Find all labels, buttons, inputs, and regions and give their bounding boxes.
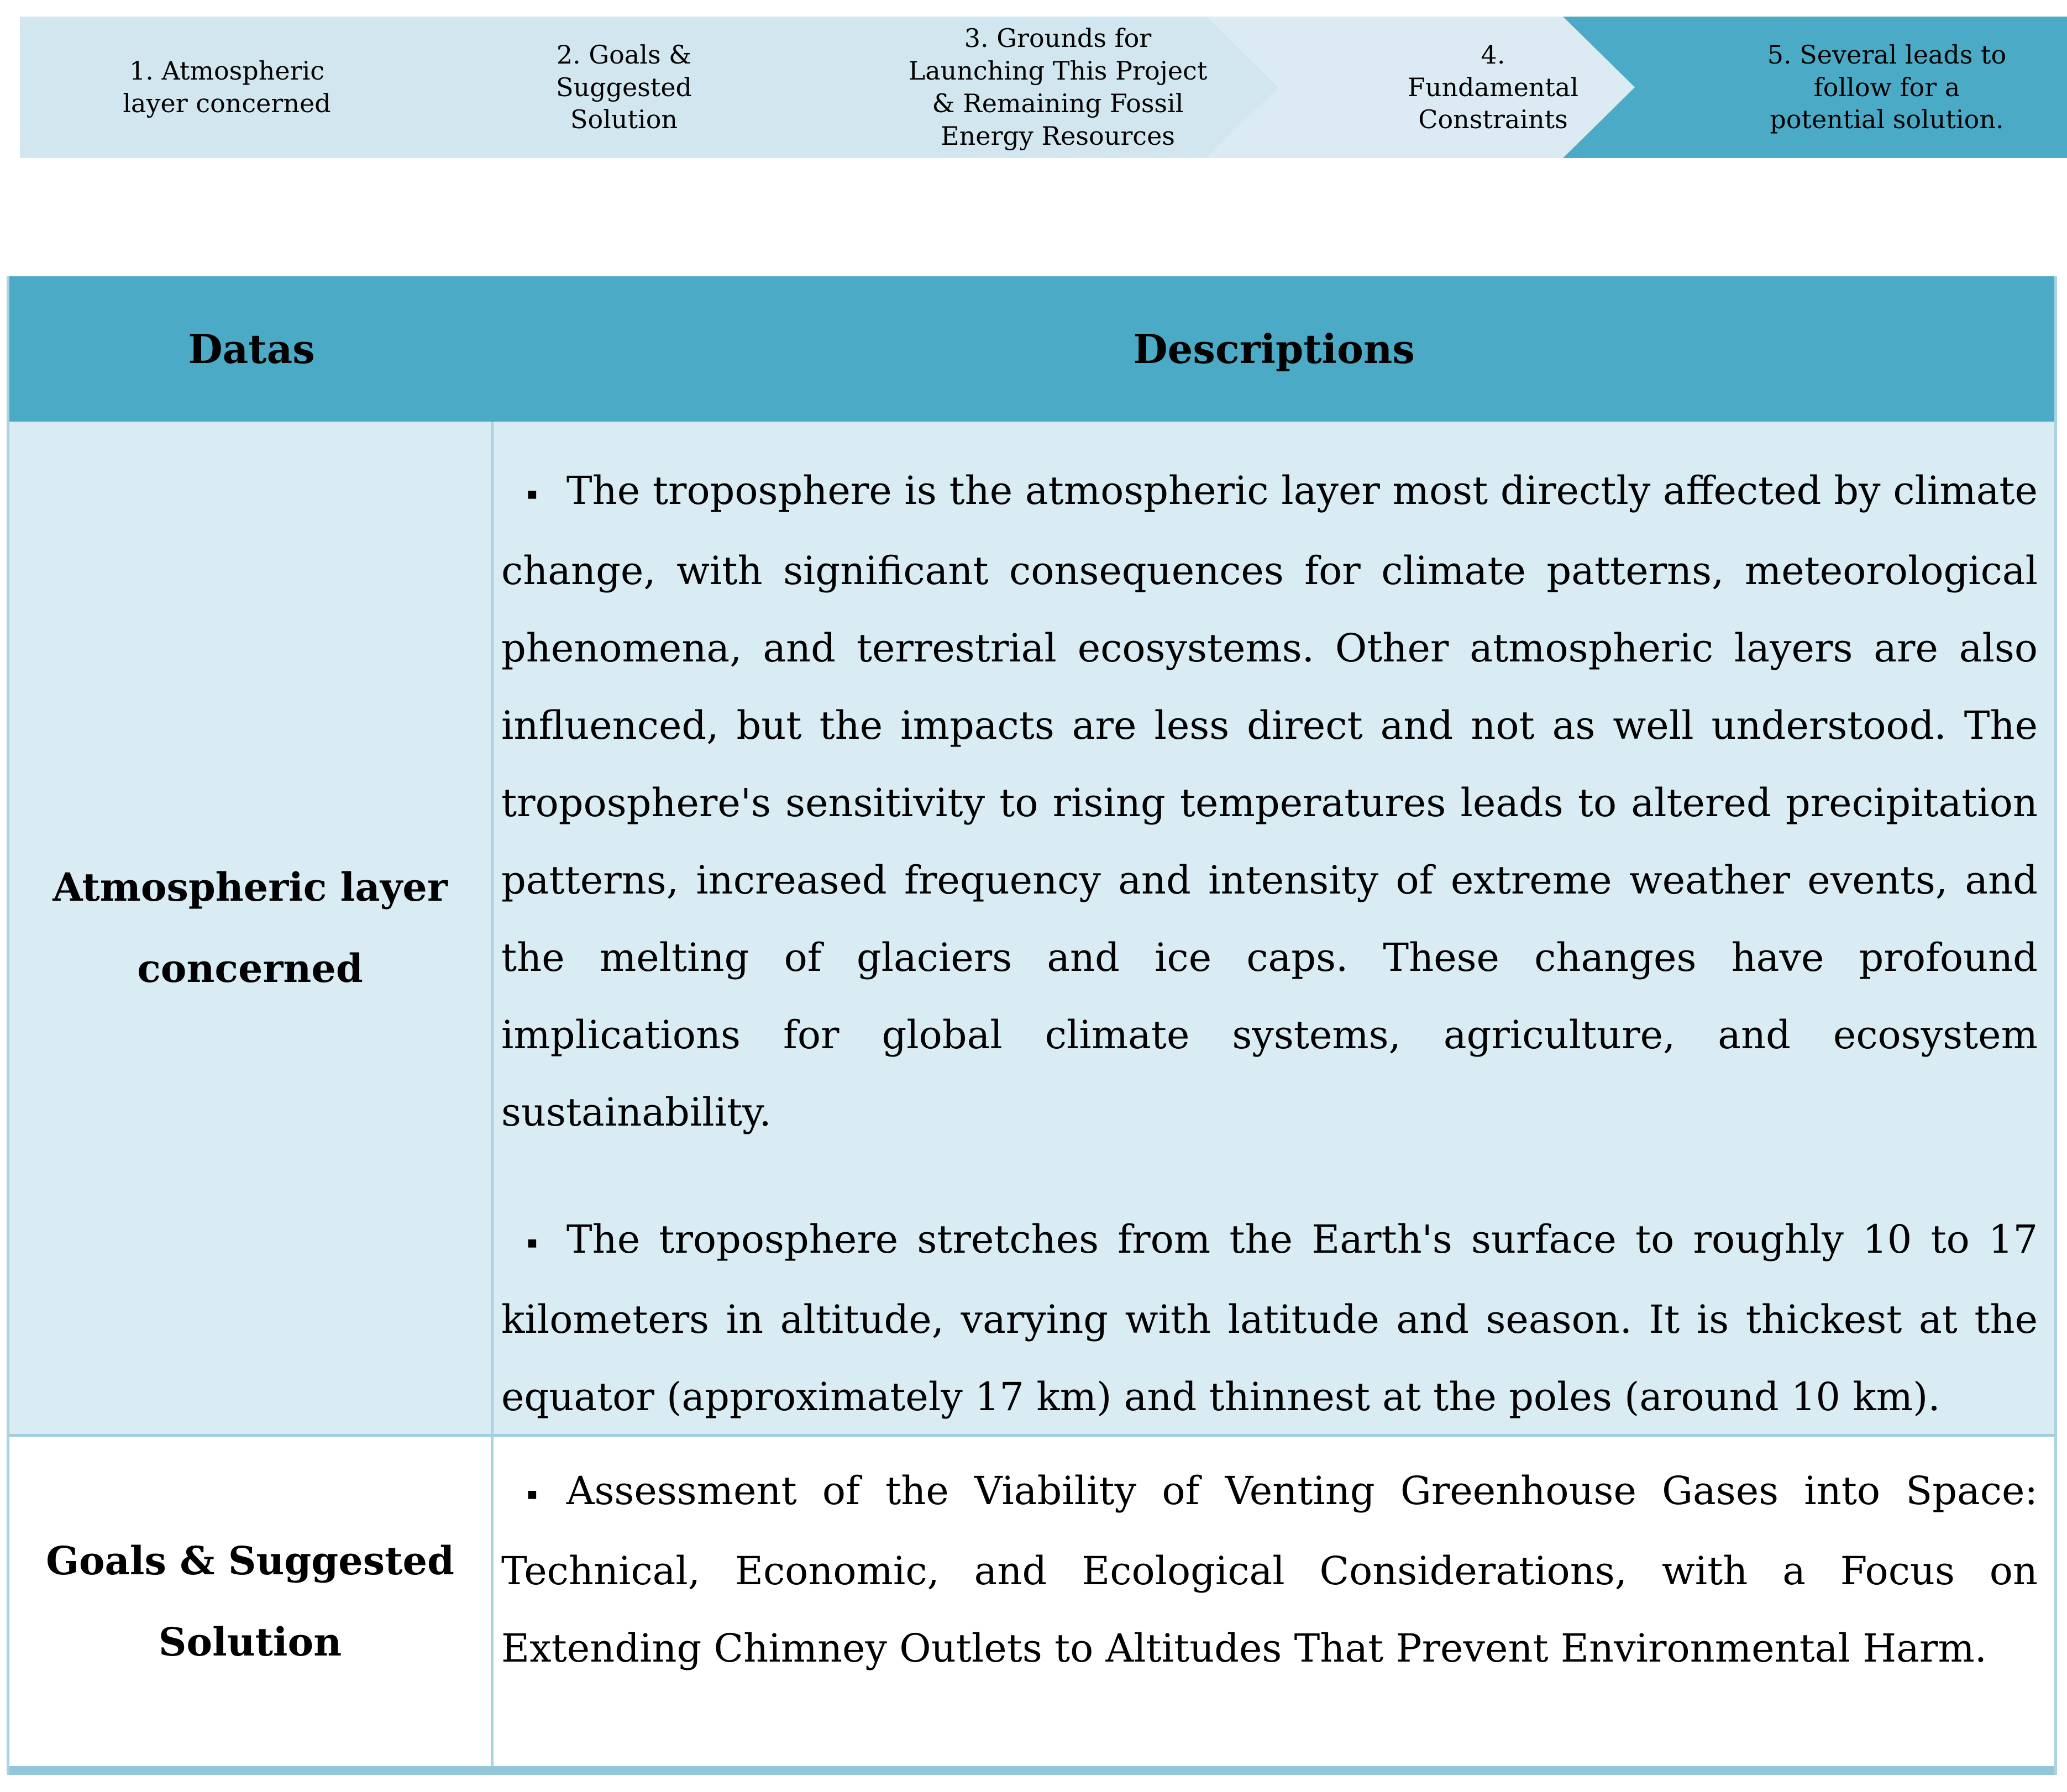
data-table: Datas Descriptions Atmospheric layer con… — [7, 276, 2057, 1775]
flow-step-1-label: 1. Atmospheric layer concerned — [123, 56, 331, 118]
description-paragraph: ▪ Assessment of the Viability of Venting … — [501, 1452, 2038, 1687]
header-cell-datas: Datas — [9, 276, 494, 422]
flow-step-2-label: 2. Goals & Suggested Solution — [555, 39, 692, 135]
description-paragraph: ▪ The troposphere is the atmospheric laye… — [501, 452, 2038, 1151]
row2-data-cell: Goals & Suggested Solution — [9, 1437, 494, 1766]
description-paragraph: ▪ The troposphere stretches from the Eart… — [501, 1201, 2038, 1436]
bullet-square-icon: ▪ — [527, 1484, 538, 1504]
header-cell-descriptions: Descriptions — [494, 276, 2054, 422]
flow-step-5: 5. Several leads to follow for a potenti… — [1563, 17, 2067, 158]
header-datas-label: Datas — [188, 325, 315, 372]
bullet-square-icon: ▪ — [527, 484, 538, 503]
bullet-square-icon: ▪ — [527, 1233, 538, 1252]
table-bottom-border — [9, 1766, 2054, 1775]
flow-step-4-label: 4. Fundamental Constraints — [1407, 39, 1579, 135]
description-text: Assessment of the Viability of Venting G… — [501, 1468, 2038, 1672]
process-flow: 1. Atmospheric layer concerned 2. Goals … — [0, 17, 2067, 158]
flow-step-3-label: 3. Grounds for Launching This Project & … — [908, 23, 1208, 151]
table-row-atmospheric-layer: Atmospheric layer concerned ▪ The troposp… — [9, 422, 2054, 1437]
table-row-goals-solution: Goals & Suggested Solution ▪ Assessment o… — [9, 1437, 2054, 1766]
row2-description-cell: ▪ Assessment of the Viability of Venting … — [494, 1437, 2054, 1766]
row1-description-cell: ▪ The troposphere is the atmospheric laye… — [494, 422, 2054, 1434]
row1-data-cell: Atmospheric layer concerned — [9, 422, 494, 1434]
description-text: The troposphere is the atmospheric layer… — [501, 468, 2038, 1136]
header-descriptions-label: Descriptions — [1133, 325, 1415, 372]
table-header-row: Datas Descriptions — [9, 276, 2054, 422]
flow-step-5-label: 5. Several leads to follow for a potenti… — [1767, 39, 2007, 135]
description-text: The troposphere stretches from the Earth… — [501, 1217, 2038, 1420]
